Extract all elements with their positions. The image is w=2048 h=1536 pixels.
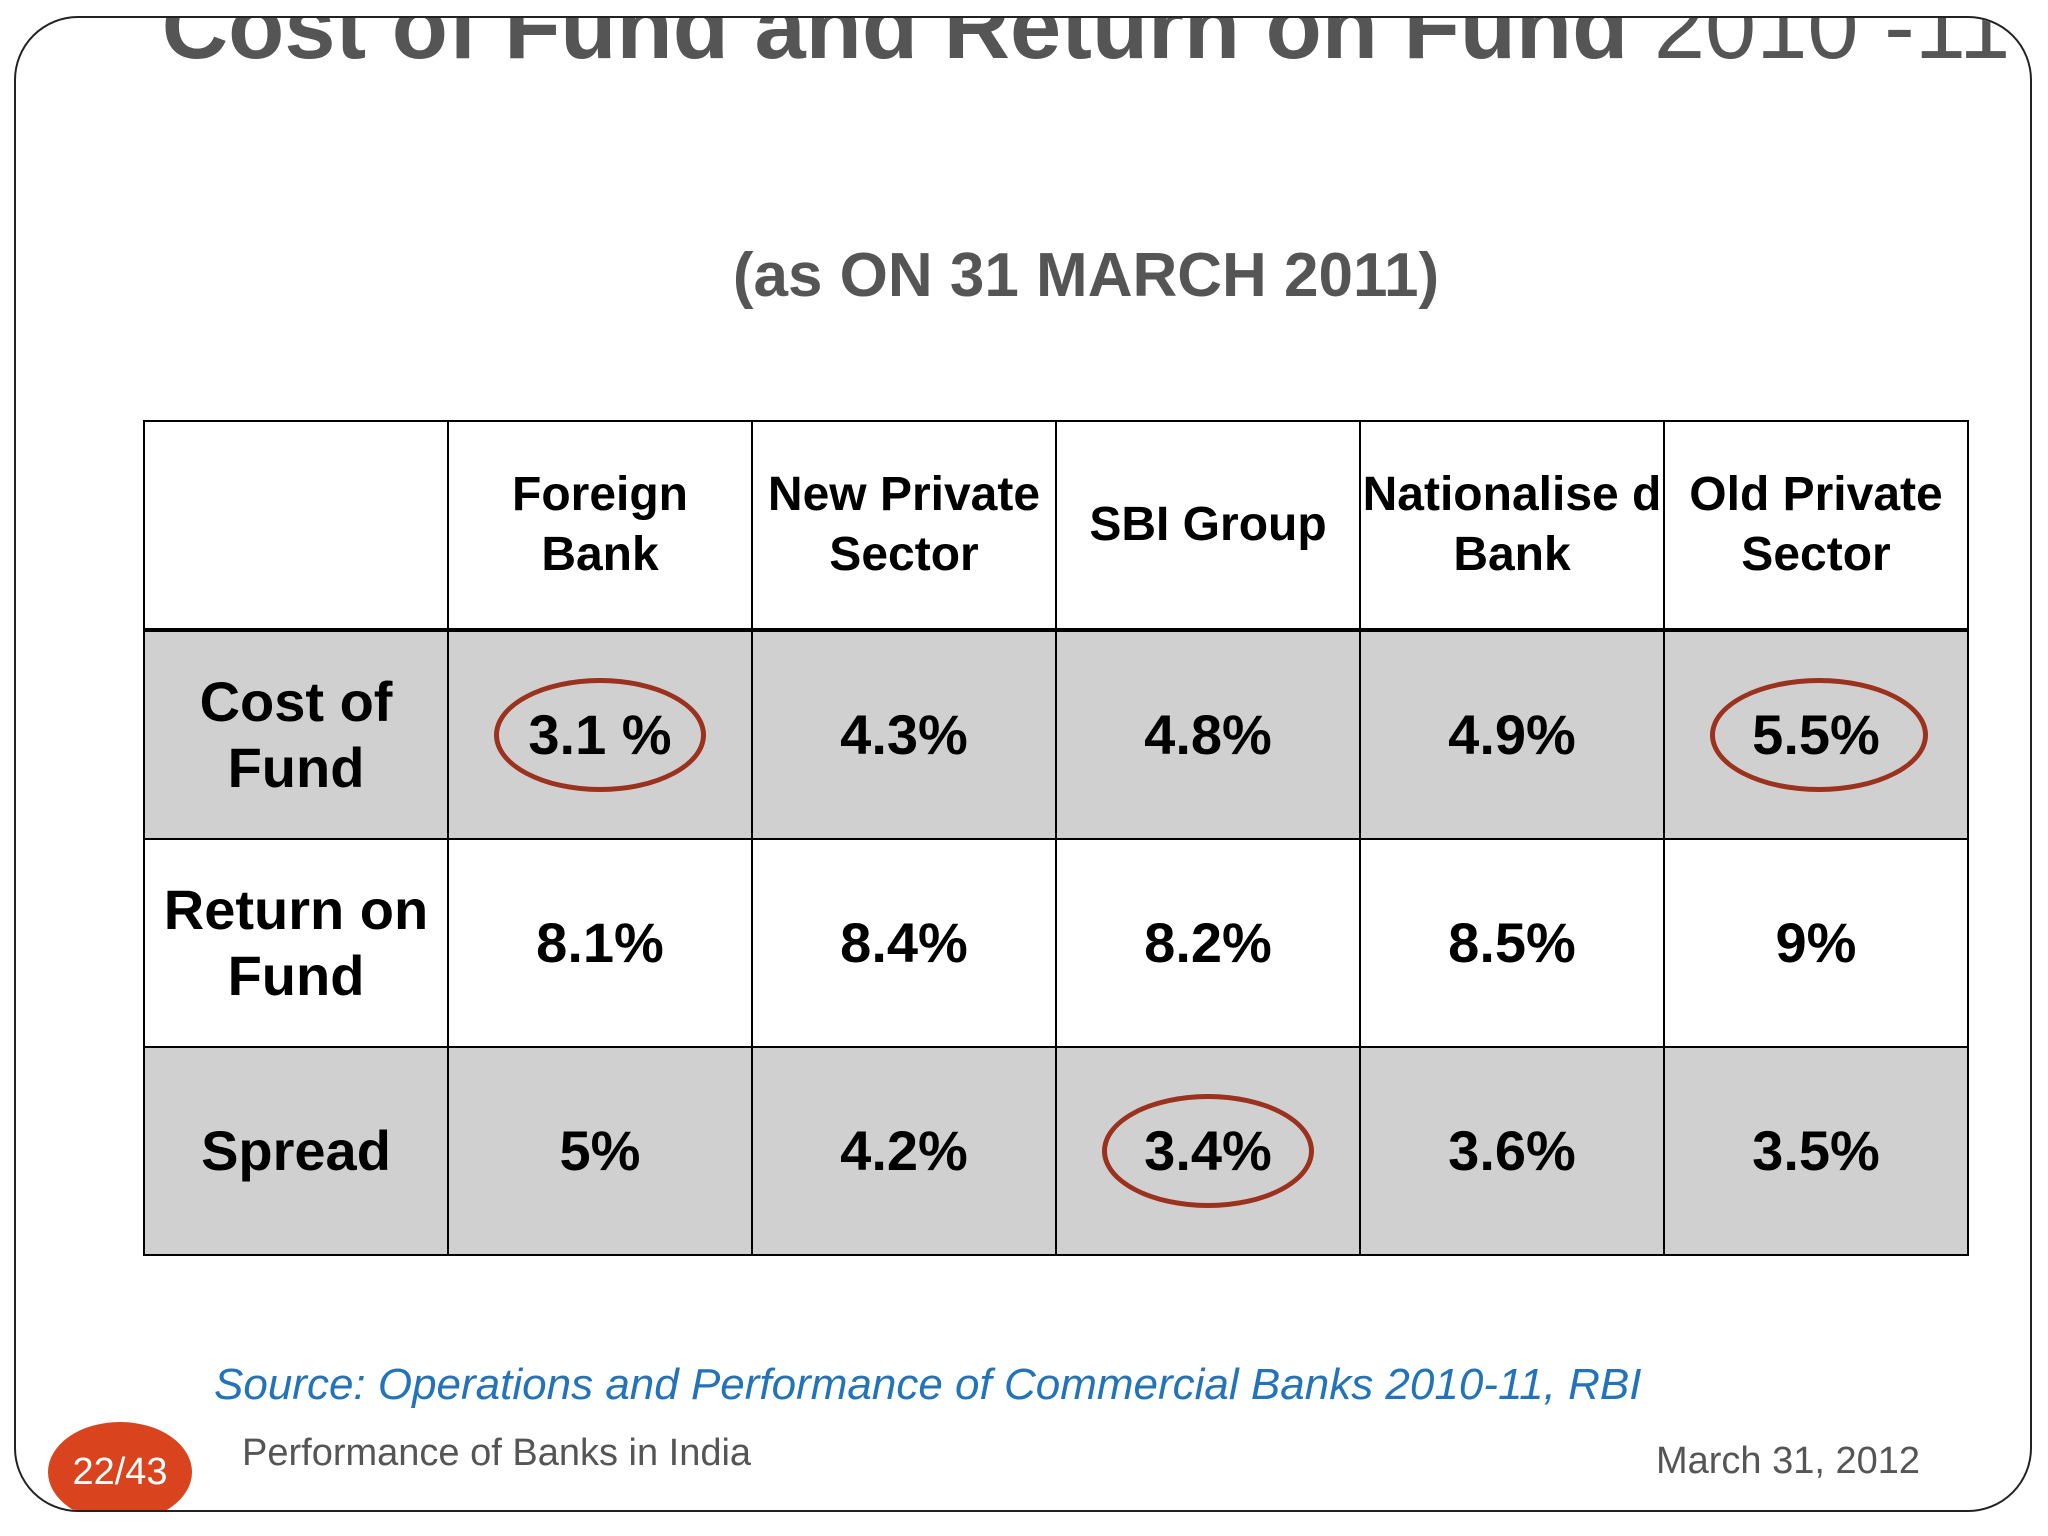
table-cell: 4.3% <box>751 629 1057 840</box>
column-header-sbi-group: SBI Group <box>1055 420 1361 632</box>
table-cell: 8.5% <box>1359 838 1665 1048</box>
cell-value: 3.4% <box>1144 1119 1272 1182</box>
source-note: Source: Operations and Performance of Co… <box>214 1360 1642 1409</box>
table-cell: 3.6% <box>1359 1046 1665 1256</box>
table-cell: 8.1% <box>447 838 753 1048</box>
footer-presentation-title: Performance of Banks in India <box>242 1432 752 1474</box>
table-cell: 4.8% <box>1055 629 1361 840</box>
highlighted-value: 3.4% <box>1101 1094 1314 1208</box>
table-cell: 8.2% <box>1055 838 1361 1048</box>
column-header-nationalised-bank: Nationalise d Bank <box>1359 420 1665 632</box>
table-cell: 3.5% <box>1663 1046 1969 1256</box>
column-header-new-private-sector: New Private Sector <box>751 420 1057 632</box>
slide-subtitle: (as ON 31 MARCH 2011) <box>732 241 1440 310</box>
row-label-return-on-fund: Return on Fund <box>143 838 449 1048</box>
table-cell: 3.4% <box>1055 1046 1361 1256</box>
footer-date: March 31, 2012 <box>1655 1440 1920 1482</box>
column-header-old-private-sector: Old Private Sector <box>1663 420 1969 632</box>
row-label-cost-of-fund: Cost of Fund <box>143 629 449 840</box>
table-row-return-on-fund: Return on Fund 8.1% 8.4% 8.2% 8.5% 9% <box>143 838 1969 1048</box>
page-number: 22/43 <box>72 1450 168 1493</box>
table-cell: 4.2% <box>751 1046 1057 1256</box>
column-header-foreign-bank: Foreign Bank <box>447 420 753 632</box>
slide-title: Cost of Fund and Return on Fund 2010 -11 <box>16 16 2030 82</box>
slide-title-main: Cost of Fund and Return on Fund <box>161 16 1629 78</box>
table-cell: 5.5% <box>1663 629 1969 840</box>
highlighted-value: 5.5% <box>1709 678 1928 792</box>
cost-return-table: Foreign Bank New Private Sector SBI Grou… <box>143 420 1969 1256</box>
table-row-spread: Spread 5% 4.2% 3.4% 3.6% 3.5% <box>143 1046 1969 1256</box>
table-row-cost-of-fund: Cost of Fund 3.1 % 4.3% 4.8% 4.9% 5.5% <box>143 629 1969 840</box>
table-cell: 5% <box>447 1046 753 1256</box>
cell-value: 5.5% <box>1752 703 1880 766</box>
cell-value: 3.1 % <box>528 703 672 766</box>
table-header-row: Foreign Bank New Private Sector SBI Grou… <box>143 420 1969 632</box>
page-number-badge: 22/43 <box>48 1422 192 1510</box>
table-cell: 9% <box>1663 838 1969 1048</box>
slide: Cost of Fund and Return on Fund 2010 -11… <box>14 16 2032 1512</box>
slide-title-years: 2010 -11 <box>1653 16 2011 78</box>
table-corner-cell <box>143 420 449 632</box>
highlighted-value: 3.1 % <box>493 678 706 792</box>
table-cell: 8.4% <box>751 838 1057 1048</box>
table-cell: 4.9% <box>1359 629 1665 840</box>
table-cell: 3.1 % <box>447 629 753 840</box>
row-label-spread: Spread <box>143 1046 449 1256</box>
